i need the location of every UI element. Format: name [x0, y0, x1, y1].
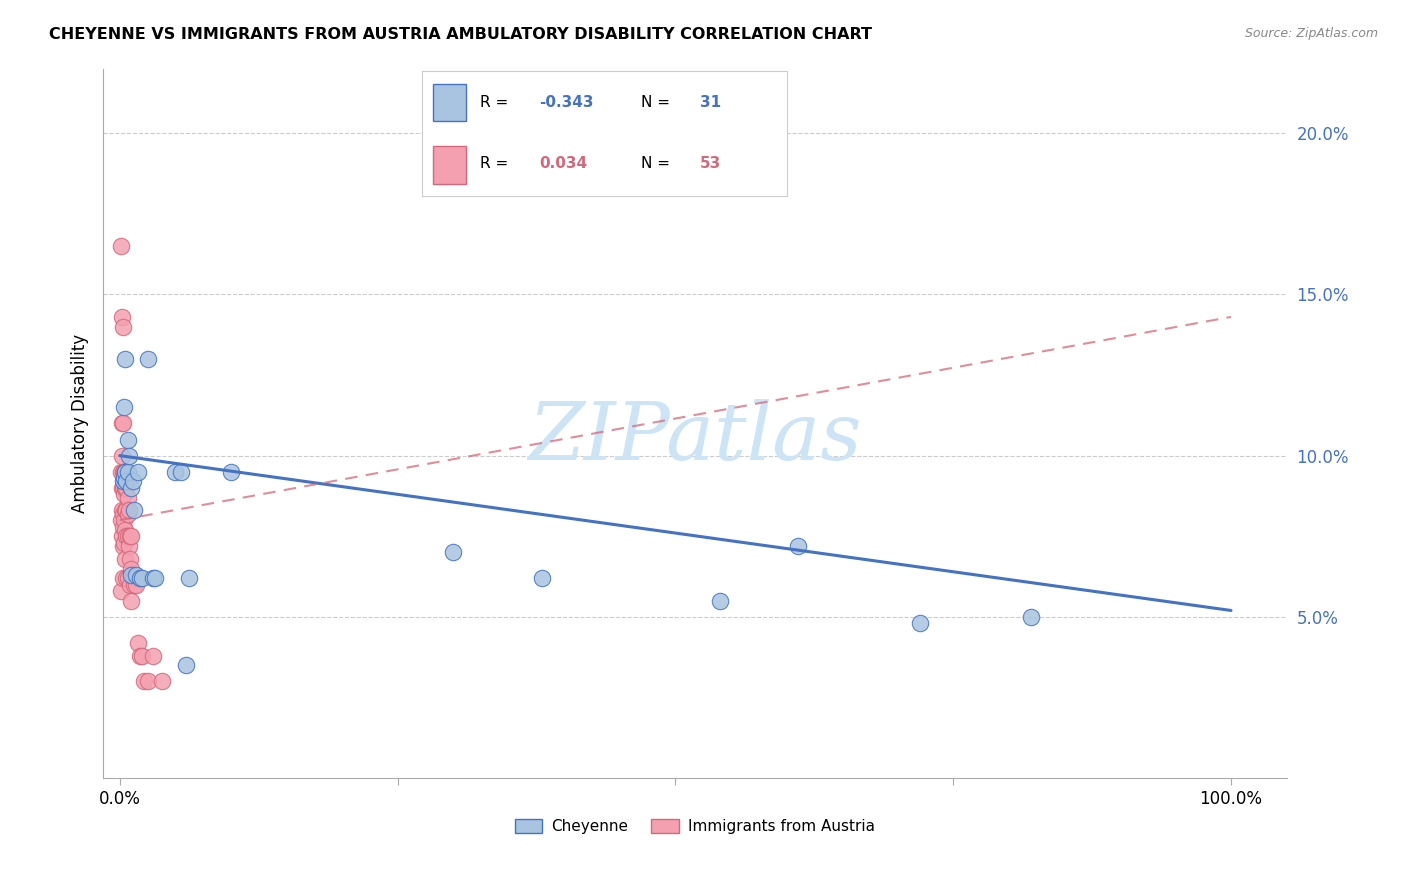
Text: R =: R = — [481, 156, 513, 171]
Point — [120, 481, 142, 495]
Point — [122, 577, 145, 591]
Point — [118, 552, 141, 566]
Point — [118, 539, 141, 553]
Point — [114, 465, 136, 479]
Text: CHEYENNE VS IMMIGRANTS FROM AUSTRIA AMBULATORY DISABILITY CORRELATION CHART: CHEYENNE VS IMMIGRANTS FROM AUSTRIA AMBU… — [49, 27, 872, 42]
Point — [112, 481, 135, 495]
Point — [134, 674, 156, 689]
Point — [115, 503, 138, 517]
Point — [131, 648, 153, 663]
Point — [114, 351, 136, 366]
Y-axis label: Ambulatory Disability: Ambulatory Disability — [72, 334, 89, 513]
Point — [150, 674, 173, 689]
Point — [114, 503, 136, 517]
Point — [120, 529, 142, 543]
Point — [112, 465, 135, 479]
Text: N =: N = — [641, 95, 675, 110]
Point — [112, 417, 135, 431]
Point — [112, 571, 135, 585]
Point — [128, 571, 150, 585]
Point — [112, 519, 135, 533]
Legend: Cheyenne, Immigrants from Austria: Cheyenne, Immigrants from Austria — [515, 820, 875, 834]
Point — [112, 471, 135, 485]
Point — [112, 513, 135, 527]
Text: R =: R = — [481, 95, 513, 110]
Point — [114, 481, 136, 495]
Text: Source: ZipAtlas.com: Source: ZipAtlas.com — [1244, 27, 1378, 40]
FancyBboxPatch shape — [433, 84, 465, 121]
Point — [128, 648, 150, 663]
Point — [176, 658, 198, 673]
Point — [177, 571, 200, 585]
Point — [1019, 610, 1042, 624]
Point — [114, 465, 136, 479]
Point — [112, 539, 135, 553]
Point — [111, 503, 134, 517]
Point — [142, 648, 165, 663]
Point — [127, 636, 149, 650]
Point — [115, 571, 138, 585]
Text: 53: 53 — [700, 156, 721, 171]
Point — [122, 475, 145, 489]
Point — [111, 481, 134, 495]
Point — [709, 594, 731, 608]
Point — [143, 571, 166, 585]
Point — [122, 571, 145, 585]
Point — [120, 568, 142, 582]
Point — [115, 529, 138, 543]
Point — [117, 571, 139, 585]
Point — [117, 433, 139, 447]
Point — [111, 449, 134, 463]
Point — [136, 351, 159, 366]
Point — [114, 552, 136, 566]
Point — [110, 239, 132, 253]
Point — [117, 507, 139, 521]
Point — [125, 568, 148, 582]
Point — [110, 465, 132, 479]
Point — [115, 481, 138, 495]
Point — [112, 401, 135, 415]
Point — [786, 539, 808, 553]
Point — [142, 571, 165, 585]
Point — [125, 577, 148, 591]
Point — [219, 465, 242, 479]
Point — [112, 319, 135, 334]
Point — [112, 507, 135, 521]
Point — [111, 529, 134, 543]
Point — [136, 674, 159, 689]
Point — [114, 523, 136, 537]
Point — [120, 594, 142, 608]
Point — [170, 465, 193, 479]
Point — [115, 475, 138, 489]
Point — [441, 545, 464, 559]
Point — [112, 535, 135, 549]
Point — [118, 449, 141, 463]
Point — [122, 503, 145, 517]
Point — [110, 513, 132, 527]
Text: N =: N = — [641, 156, 675, 171]
Point — [165, 465, 187, 479]
Point — [531, 571, 554, 585]
Point — [117, 529, 139, 543]
Text: 0.034: 0.034 — [538, 156, 586, 171]
Point — [118, 577, 141, 591]
FancyBboxPatch shape — [433, 146, 465, 184]
Point — [120, 561, 142, 575]
Point — [131, 571, 153, 585]
Text: ZIPatlas: ZIPatlas — [529, 399, 862, 476]
Text: -0.343: -0.343 — [538, 95, 593, 110]
Point — [110, 584, 132, 599]
Point — [117, 465, 139, 479]
Point — [111, 310, 134, 324]
Point — [111, 417, 134, 431]
Point — [112, 475, 135, 489]
Point — [117, 491, 139, 505]
Point — [908, 616, 931, 631]
Point — [118, 529, 141, 543]
Point — [112, 487, 135, 501]
Point — [127, 465, 149, 479]
Text: 31: 31 — [700, 95, 721, 110]
Point — [112, 465, 135, 479]
Point — [118, 503, 141, 517]
